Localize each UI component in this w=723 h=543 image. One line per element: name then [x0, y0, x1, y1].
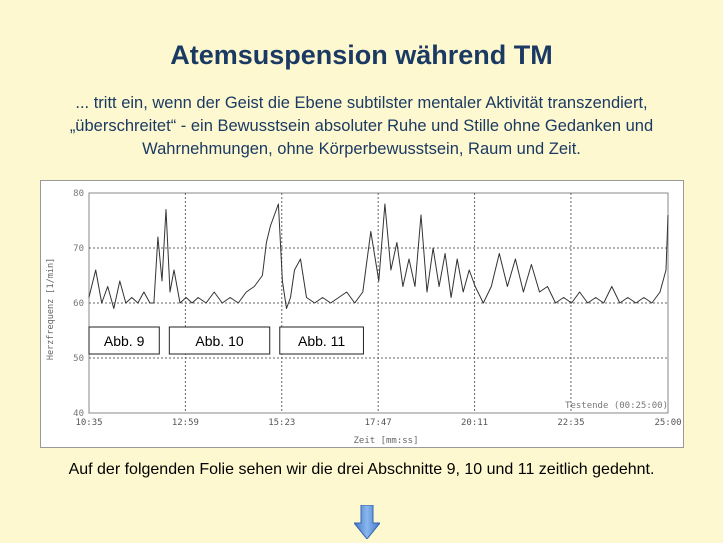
x-tick-labels: 10:35 12:59 15:23 17:47 20:11 22:35 25:00 — [75, 418, 681, 428]
x-tick-label: 10:35 — [75, 418, 102, 428]
x-tick-label: 17:47 — [365, 418, 392, 428]
heart-rate-line — [88, 203, 669, 309]
slide-subtitle: ... tritt ein, wenn der Geist die Ebene … — [69, 94, 654, 158]
chart-grid — [88, 192, 669, 414]
chart-canvas: Abb. 9 Abb. 10 Abb. 11 40 50 60 70 80 10:35 12:… — [46, 189, 682, 446]
segment-label: Abb. 9 — [104, 333, 145, 349]
y-tick-label: 80 — [73, 189, 84, 199]
x-tick-label: 20:11 — [461, 418, 488, 428]
segment-label: Abb. 10 — [195, 333, 243, 349]
y-tick-label: 50 — [73, 354, 84, 364]
x-axis-label: Zeit [mm:ss] — [353, 436, 418, 446]
x-tick-label: 25:00 — [654, 418, 681, 428]
segment-label: Abb. 11 — [298, 333, 345, 349]
segment-box: Abb. 10 — [168, 326, 271, 355]
series-lines — [88, 203, 669, 309]
segment-box: Abb. 11 — [279, 326, 364, 355]
x-tick-label: 12:59 — [172, 418, 199, 428]
y-tick-label: 40 — [73, 409, 84, 419]
down-arrow-icon — [354, 505, 380, 539]
segment-box: Abb. 9 — [88, 326, 160, 355]
y-tick-label: 60 — [73, 299, 84, 309]
slide-caption: Auf der folgenden Folie sehen wir die dr… — [68, 461, 655, 478]
slide-title: Atemsuspension während TM — [170, 40, 553, 70]
y-axis-label: Herzfrequenz [1/min] — [46, 258, 56, 360]
test-end-annotation: Testende (00:25:00) — [565, 401, 668, 411]
x-tick-label: 15:23 — [268, 418, 295, 428]
x-tick-label: 22:35 — [557, 418, 584, 428]
y-tick-labels: 40 50 60 70 80 — [73, 189, 84, 419]
y-tick-label: 70 — [73, 244, 84, 254]
segment-boxes: Abb. 9 Abb. 10 Abb. 11 — [88, 326, 364, 355]
heart-rate-chart: Abb. 9 Abb. 10 Abb. 11 40 50 60 70 80 10:35 12:… — [40, 180, 684, 448]
